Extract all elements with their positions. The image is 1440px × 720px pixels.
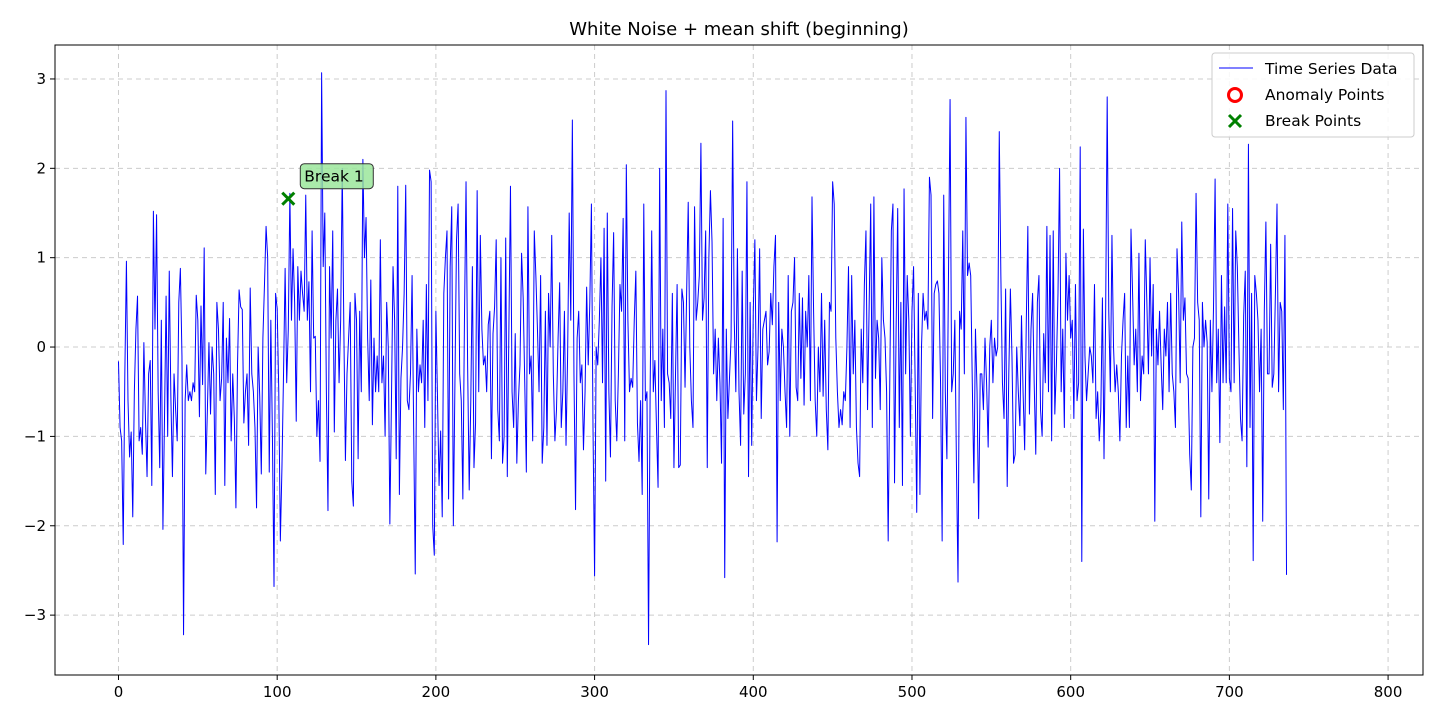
legend-x-swatch [1227,113,1243,129]
y-tick-label: −2 [24,517,46,535]
legend-circle-swatch [1227,87,1243,103]
series-line [117,72,1288,646]
x-tick-label: 200 [422,683,451,701]
x-tick-label: 300 [580,683,609,701]
legend-entry: Anomaly Points [1227,86,1384,104]
legend-label: Break Points [1265,112,1361,130]
x-tick-label: 700 [1215,683,1244,701]
chart-title: White Noise + mean shift (beginning) [569,19,909,40]
y-tick-label: −3 [24,606,46,624]
legend-box [1211,52,1415,138]
y-tick-label: 0 [36,338,46,356]
x-tick-label: 800 [1374,683,1403,701]
legend: Time Series Data Anomaly Points Break Poin… [1211,52,1415,138]
legend-label: Time Series Data [1264,60,1397,78]
legend-entry: Break Points [1227,112,1361,130]
legend-label: Anomaly Points [1265,86,1384,104]
x-tick-label: 100 [263,683,292,701]
y-tick-label: 1 [36,249,46,267]
break-point-annotation: Break 1 [299,163,374,190]
x-tick-label: 600 [1056,683,1085,701]
x-tick-label: 500 [898,683,927,701]
plot-frame [54,44,1424,676]
y-tick-label: 3 [36,70,46,88]
legend-entry: Time Series Data [1219,60,1397,78]
break-point-label: Break 1 [304,168,363,186]
marker-layer: Break 1 [281,163,374,206]
x-tick-label: 0 [114,683,124,701]
y-tick-label: 2 [36,159,46,177]
x-tick-label: 400 [739,683,768,701]
y-tick-label: −1 [24,427,46,445]
break-point-marker [281,191,296,206]
series-layer [117,72,1288,646]
axes: 0 100 200 300 400 500 600 700 800 −3 −2 −1 0 1 2 3 [24,70,1403,701]
